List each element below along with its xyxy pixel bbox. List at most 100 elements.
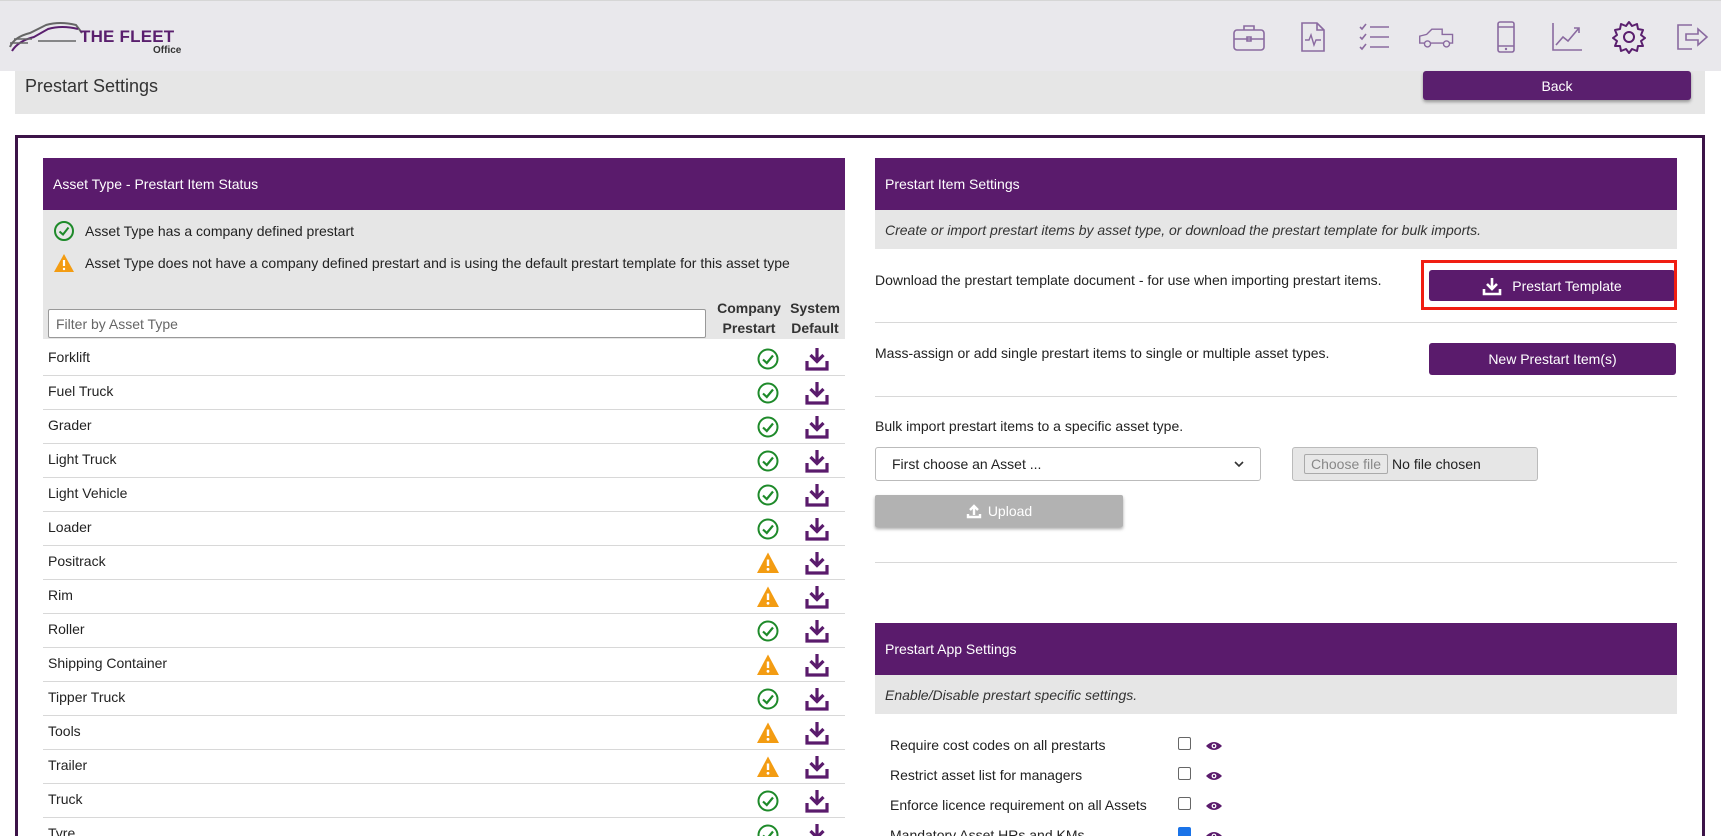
warning-icon: [757, 654, 779, 675]
check-circle-icon: [757, 518, 779, 540]
asset-type-row[interactable]: Fuel Truck: [43, 376, 845, 410]
truck-icon[interactable]: [1418, 19, 1456, 55]
asset-type-row[interactable]: Forklift: [43, 342, 845, 376]
setting-require-cost-codes-label: Require cost codes on all prestarts: [890, 737, 1106, 753]
divider: [875, 322, 1677, 323]
check-circle-icon: [54, 221, 74, 241]
eye-icon[interactable]: [1205, 830, 1223, 836]
download-icon[interactable]: [804, 414, 830, 440]
document-chart-icon[interactable]: [1293, 19, 1331, 55]
eye-icon[interactable]: [1205, 800, 1223, 812]
download-icon[interactable]: [804, 788, 830, 814]
asset-type-name: Truck: [48, 791, 83, 807]
asset-type-row[interactable]: Tools: [43, 716, 845, 750]
check-circle-icon: [757, 620, 779, 642]
setting-enforce-licence-label: Enforce licence requirement on all Asset…: [890, 797, 1147, 813]
checklist-icon[interactable]: [1355, 19, 1393, 55]
asset-type-name: Positrack: [48, 553, 106, 569]
asset-type-name: Light Truck: [48, 451, 117, 467]
system-default-header: System Default: [788, 298, 842, 338]
asset-type-row[interactable]: Roller: [43, 614, 845, 648]
new-prestart-items-button[interactable]: New Prestart Item(s): [1429, 343, 1676, 375]
download-icon[interactable]: [804, 346, 830, 372]
download-icon[interactable]: [804, 448, 830, 474]
download-icon[interactable]: [804, 822, 830, 836]
warning-icon: [757, 586, 779, 607]
asset-type-name: Trailer: [48, 757, 88, 773]
prestart-template-label: Prestart Template: [1512, 277, 1622, 294]
asset-type-row[interactable]: Tyre: [43, 818, 845, 836]
check-circle-icon: [757, 688, 779, 710]
asset-type-name: Fuel Truck: [48, 383, 114, 399]
company-header-line1: Company: [717, 300, 781, 316]
asset-type-row[interactable]: Positrack: [43, 546, 845, 580]
asset-type-name: Tyre: [48, 825, 76, 836]
upload-button[interactable]: Upload: [875, 495, 1123, 527]
page-title: Prestart Settings: [25, 76, 159, 96]
setting-require-cost-codes-checkbox[interactable]: [1178, 737, 1191, 750]
asset-type-row[interactable]: Rim: [43, 580, 845, 614]
asset-type-row[interactable]: Light Vehicle: [43, 478, 845, 512]
prestart-template-button[interactable]: Prestart Template: [1429, 270, 1675, 301]
check-circle-icon: [757, 382, 779, 404]
mass-assign-description: Mass-assign or add single prestart items…: [875, 345, 1330, 361]
line-chart-icon[interactable]: [1548, 19, 1586, 55]
asset-select[interactable]: First choose an Asset ...: [875, 447, 1261, 481]
gear-icon[interactable]: [1610, 19, 1648, 55]
fleet-office-logo[interactable]: THE FLEET Office: [8, 17, 198, 59]
asset-type-panel-header: Asset Type - Prestart Item Status: [43, 158, 845, 210]
choose-file-button[interactable]: Choose file: [1304, 454, 1389, 474]
asset-type-row[interactable]: Light Truck: [43, 444, 845, 478]
setting-mandatory-hrs-kms-checkbox[interactable]: [1178, 827, 1191, 836]
briefcase-icon[interactable]: [1230, 19, 1268, 55]
asset-type-name: Tools: [48, 723, 81, 739]
warning-icon: [757, 756, 779, 777]
asset-type-row[interactable]: Trailer: [43, 750, 845, 784]
eye-icon[interactable]: [1205, 740, 1223, 752]
eye-icon[interactable]: [1205, 770, 1223, 782]
setting-enforce-licence-checkbox[interactable]: [1178, 797, 1191, 810]
back-button[interactable]: Back: [1423, 71, 1691, 100]
check-circle-icon: [757, 416, 779, 438]
download-icon: [1482, 277, 1502, 295]
page-header: Prestart Settings Back: [15, 71, 1705, 114]
asset-type-name: Roller: [48, 621, 85, 637]
system-header-line1: System: [790, 300, 840, 316]
logo-subtitle: Office: [153, 45, 182, 56]
asset-type-row[interactable]: Grader: [43, 410, 845, 444]
download-icon[interactable]: [804, 720, 830, 746]
download-icon[interactable]: [804, 686, 830, 712]
setting-restrict-asset-list-label: Restrict asset list for managers: [890, 767, 1083, 783]
file-input[interactable]: Choose file No file chosen: [1292, 447, 1538, 481]
check-circle-icon: [757, 348, 779, 370]
legend-default: Asset Type does not have a company defin…: [53, 252, 790, 274]
system-header-line2: Default: [791, 320, 839, 336]
asset-type-list: Forklift Fuel Truck Grader Light Truck Light…: [43, 342, 845, 836]
asset-select-value: First choose an Asset ...: [892, 456, 1042, 472]
download-icon[interactable]: [804, 618, 830, 644]
download-icon[interactable]: [804, 652, 830, 678]
filter-asset-type-input[interactable]: [48, 309, 706, 338]
download-icon[interactable]: [804, 482, 830, 508]
setting-restrict-asset-list-checkbox[interactable]: [1178, 767, 1191, 780]
asset-type-row[interactable]: Tipper Truck: [43, 682, 845, 716]
download-icon[interactable]: [804, 754, 830, 780]
upload-icon: [966, 504, 982, 519]
download-icon[interactable]: [804, 584, 830, 610]
item-settings-subtitle: Create or import prestart items by asset…: [875, 210, 1677, 249]
check-circle-icon: [757, 450, 779, 472]
asset-type-row[interactable]: Truck: [43, 784, 845, 818]
template-description: Download the prestart template document …: [875, 272, 1382, 288]
asset-type-row[interactable]: Loader: [43, 512, 845, 546]
check-circle-icon: [757, 484, 779, 506]
mobile-phone-icon[interactable]: [1487, 19, 1525, 55]
logout-icon[interactable]: [1673, 19, 1711, 55]
upload-label: Upload: [987, 503, 1033, 519]
asset-type-name: Light Vehicle: [48, 485, 128, 501]
download-icon[interactable]: [804, 550, 830, 576]
asset-type-row[interactable]: Shipping Container: [43, 648, 845, 682]
bulk-import-description: Bulk import prestart items to a specific…: [875, 418, 1184, 434]
download-icon[interactable]: [804, 516, 830, 542]
legend-defined-text: Asset Type has a company defined prestar…: [85, 223, 355, 239]
download-icon[interactable]: [804, 380, 830, 406]
